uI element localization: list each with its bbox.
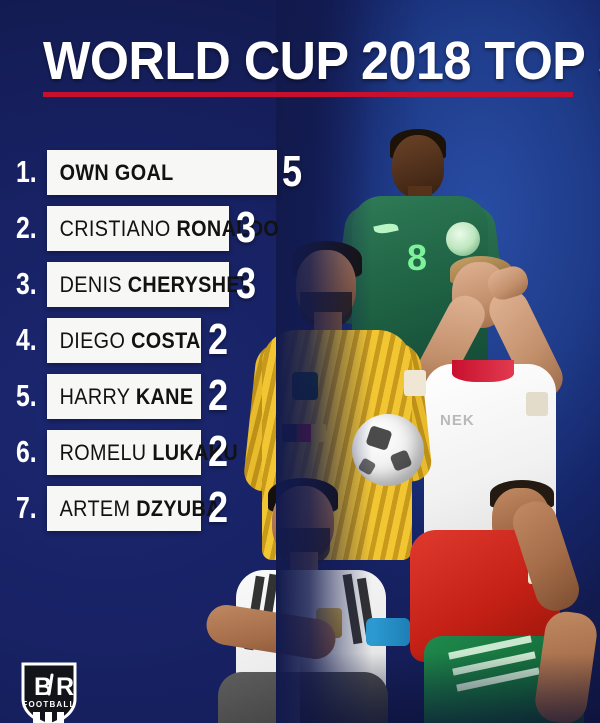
rank-number: 2. — [16, 210, 37, 245]
page-title: WORLD CUP 2018 TOP SCORERS — [43, 31, 600, 91]
player-last-name: RONALDO — [176, 215, 280, 241]
scorer-name-bar: DENIS CHERYSHEV — [47, 262, 253, 307]
rank-number: 4. — [16, 322, 37, 357]
rank-number: 5. — [16, 378, 37, 413]
br-football-logo: B R FOOTBALL — [20, 661, 78, 723]
rank-number: 1. — [16, 154, 37, 189]
scorer-name-bar: ARTEM DZYUBA — [47, 486, 221, 531]
player-name: DENIS CHERYSHEV — [47, 271, 254, 297]
goal-count: 2 — [208, 427, 229, 476]
player-name: ARTEM DZYUBA — [47, 495, 221, 521]
player-first-name: DENIS — [59, 271, 128, 297]
scorer-row: 1. OWN GOAL 5 — [0, 147, 320, 204]
player-name: OWN GOAL — [47, 159, 174, 185]
svg-text:R: R — [56, 673, 74, 701]
player-name: HARRY KANE — [47, 383, 194, 409]
goal-count: 5 — [282, 147, 303, 196]
scorer-row: 5. HARRY KANE 2 — [0, 371, 320, 428]
scorer-row: 7. ARTEM DZYUBA 2 — [0, 483, 320, 540]
rank-number: 3. — [16, 266, 37, 301]
scorer-name-bar: HARRY KANE — [47, 374, 201, 419]
player-last-name: DZYUBA — [136, 495, 221, 521]
scorer-name-bar: ROMELU LUKAKU — [47, 430, 238, 475]
rank-number: 7. — [16, 490, 37, 525]
player-first-name: CRISTIANO — [59, 215, 177, 241]
top-scorers-list: 1. OWN GOAL 5 2. CRISTIANO RONALDO 3 3. DENIS C… — [0, 147, 320, 540]
scorer-row: 6. ROMELU LUKAKU 2 — [0, 427, 320, 484]
goal-count: 2 — [208, 483, 229, 532]
player-last-name: CHERYSHEV — [127, 271, 254, 297]
goal-count: 3 — [236, 203, 257, 252]
player-name: DIEGO COSTA — [47, 327, 201, 353]
goal-count: 2 — [208, 315, 229, 364]
player-last-name: KANE — [135, 383, 194, 409]
svg-text:FOOTBALL: FOOTBALL — [22, 700, 75, 709]
player-first-name: ROMELU — [59, 439, 153, 465]
player-last-name: LUKAKU — [152, 439, 239, 465]
goal-count: 3 — [236, 259, 257, 308]
player-name: ROMELU LUKAKU — [47, 439, 239, 465]
player-last-name: COSTA — [131, 327, 201, 353]
scorer-row: 3. DENIS CHERYSHEV 3 — [0, 259, 320, 316]
player-first-name: HARRY — [59, 383, 136, 409]
player-first-name: ARTEM — [59, 495, 137, 521]
goal-count: 2 — [208, 371, 229, 420]
player-name: CRISTIANO RONALDO — [47, 215, 280, 241]
scorer-name-bar: OWN GOAL — [47, 150, 277, 195]
title-underline-rule — [43, 92, 573, 97]
scorer-name-bar: DIEGO COSTA — [47, 318, 201, 363]
player-first-name: DIEGO — [59, 327, 132, 353]
scorer-row: 2. CRISTIANO RONALDO 3 — [0, 203, 320, 260]
scorer-row: 4. DIEGO COSTA 2 — [0, 315, 320, 372]
player-last-name: OWN GOAL — [59, 159, 174, 185]
scorer-name-bar: CRISTIANO RONALDO — [47, 206, 279, 251]
rank-number: 6. — [16, 434, 37, 469]
